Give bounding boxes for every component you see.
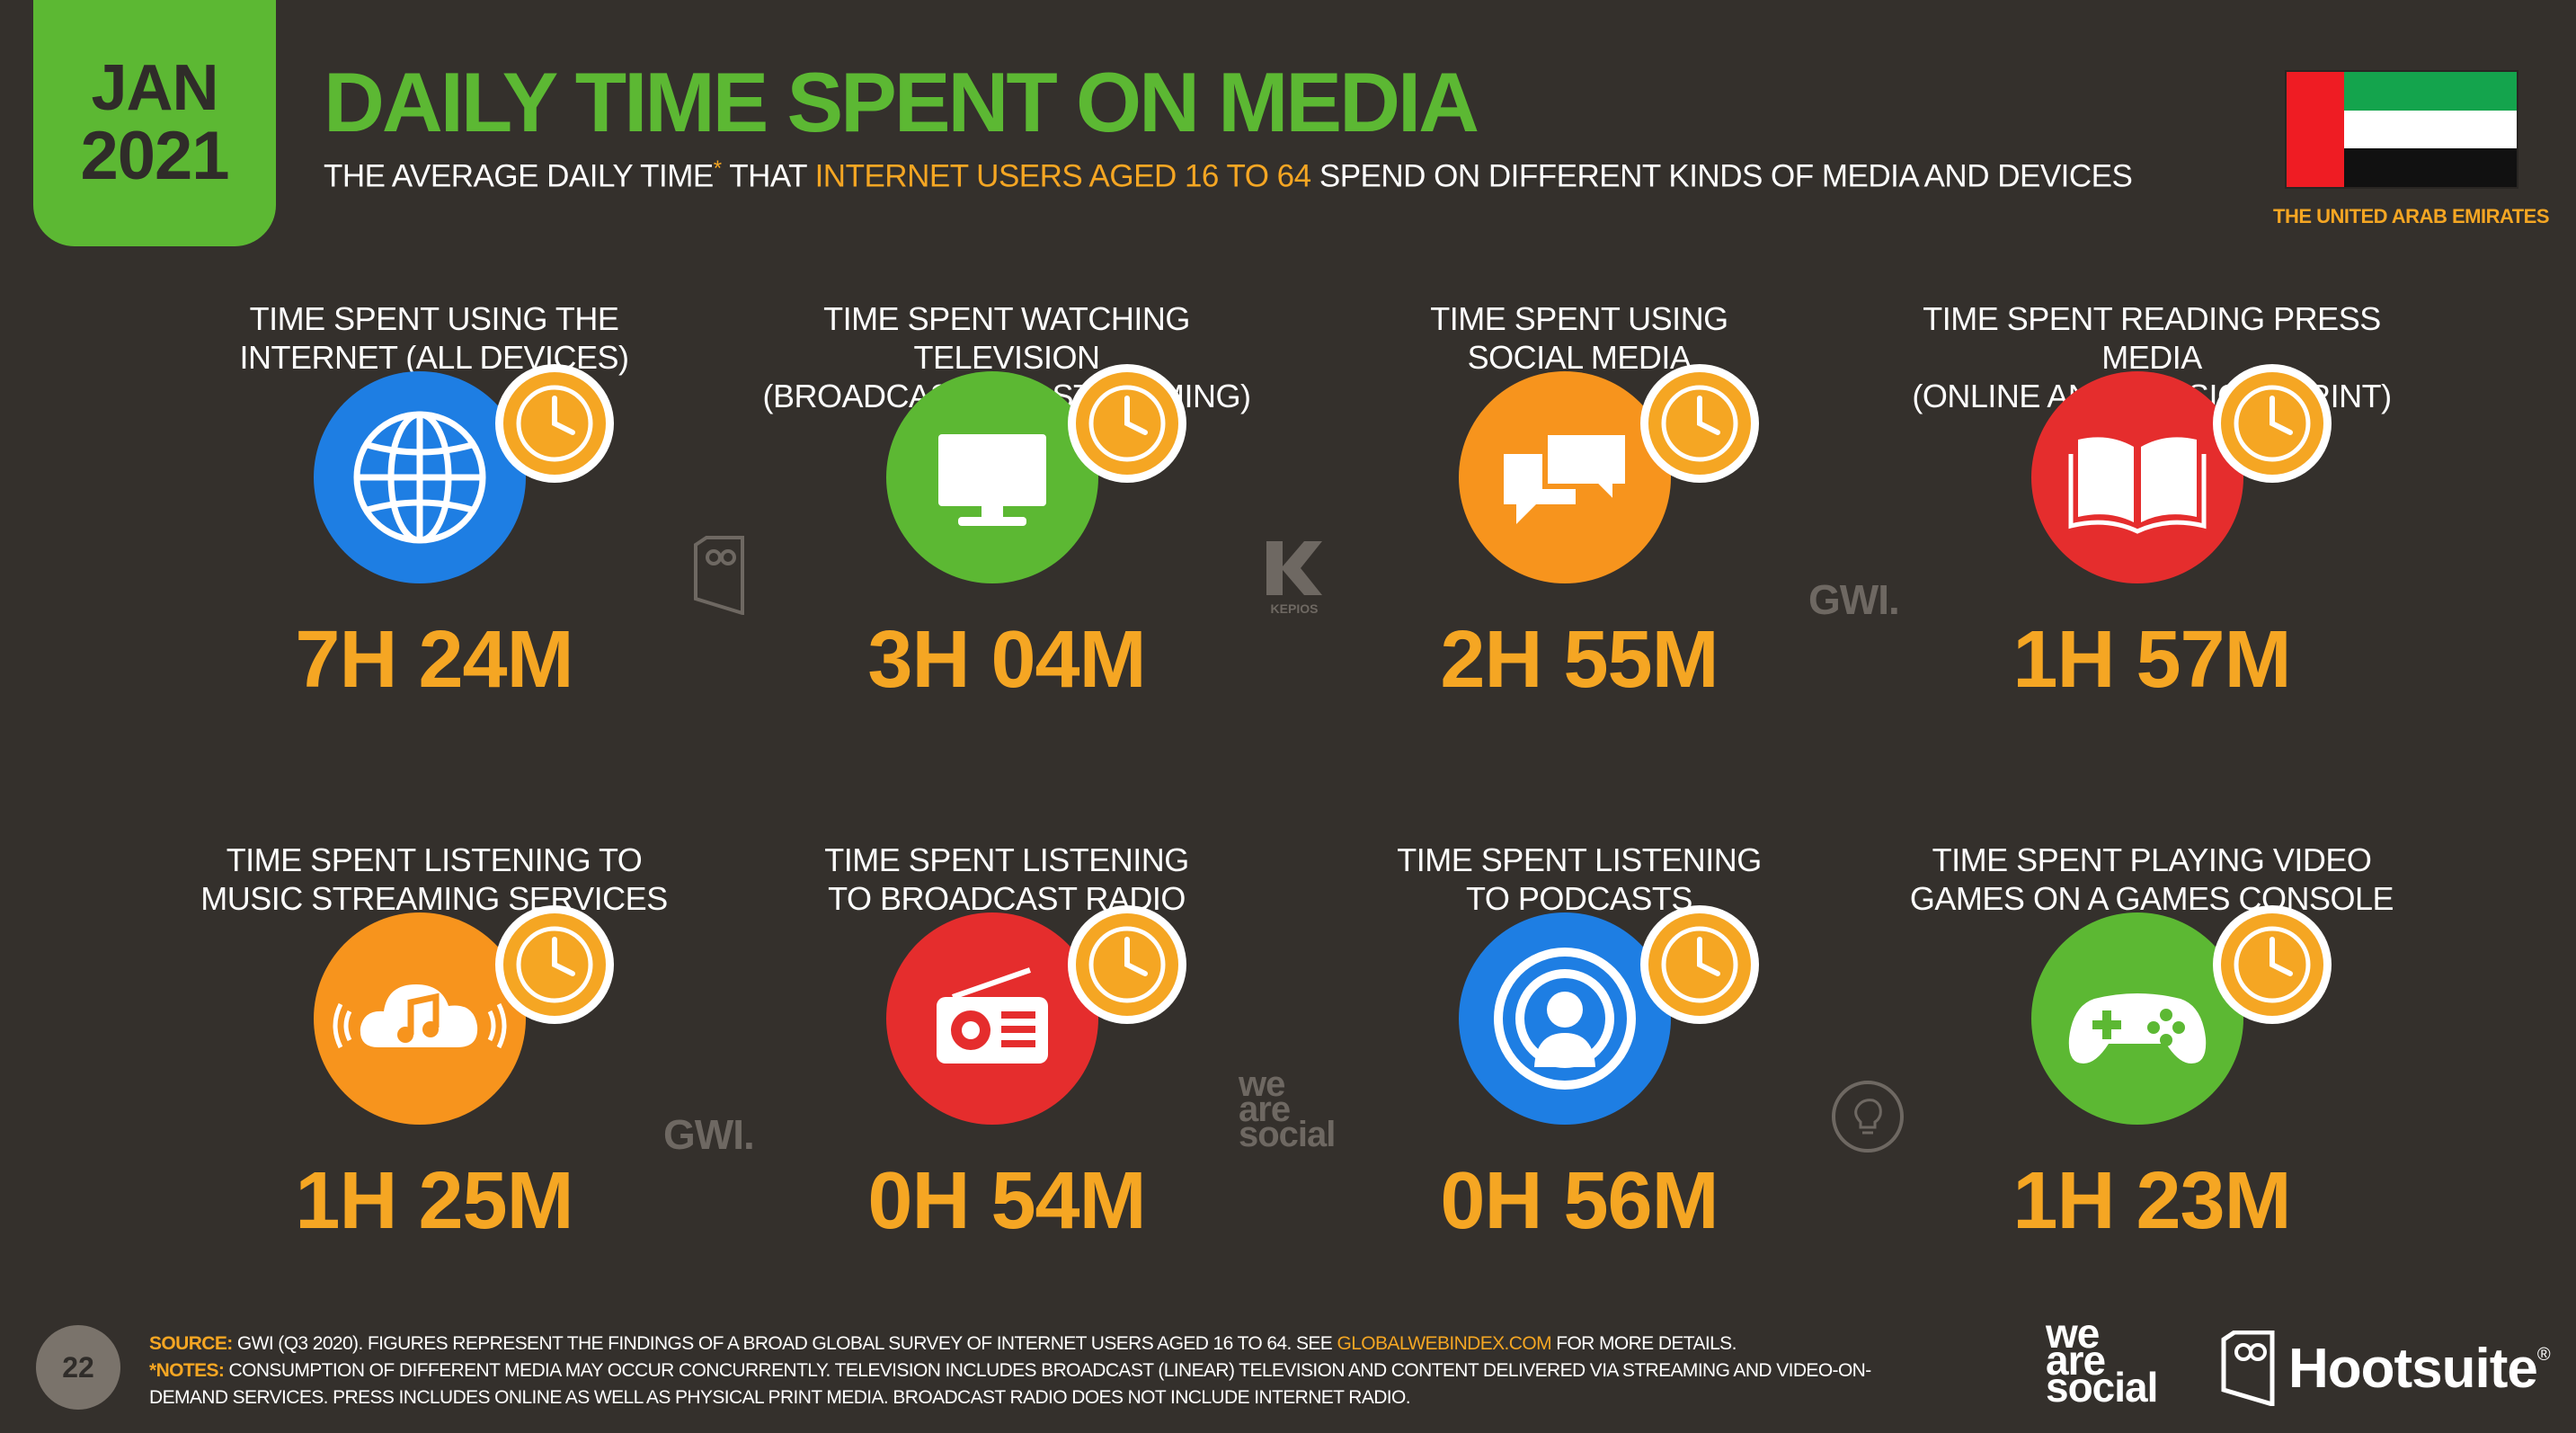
page-subtitle: THE AVERAGE DAILY TIME* THAT INTERNET US…: [324, 156, 2133, 195]
item-value: 2H 55M: [1440, 615, 1719, 705]
radio-icon: [886, 912, 1098, 1125]
subtitle-part2: THAT: [721, 158, 815, 194]
podcast-icon: [1459, 912, 1671, 1125]
book-icon: [2031, 371, 2243, 583]
clock-icon: [495, 364, 614, 483]
globe-icon: [314, 371, 526, 583]
item-label: TIME SPENT PLAYING VIDEO GAMES ON A GAMES…: [1909, 841, 2394, 917]
badge-year: 2021: [80, 117, 229, 194]
clock-icon: [1068, 905, 1186, 1024]
gwi-watermark-2: GWI.: [663, 1111, 755, 1158]
clock-icon: [2213, 364, 2332, 483]
television-icon: [886, 371, 1098, 583]
source-notes: SOURCE: GWI (Q3 2020). FIGURES REPRESENT…: [149, 1333, 1871, 1408]
hootsuite-owl-icon: [2221, 1331, 2275, 1406]
country-label: THE UNITED ARAB EMIRATES: [2273, 205, 2550, 227]
subtitle-star: *: [713, 156, 722, 181]
gamepad-icon: [2031, 912, 2243, 1125]
chat-bubbles-icon: [1459, 371, 1671, 583]
hootsuite-owl-watermark-icon: [694, 536, 744, 615]
subtitle-part3: SPEND ON DIFFERENT KINDS OF MEDIA AND DE…: [1310, 158, 2133, 194]
item-value: 1H 25M: [295, 1156, 573, 1246]
gwi-watermark: GWI.: [1808, 576, 1900, 623]
source-link[interactable]: GLOBALWEBINDEX.COM: [1337, 1333, 1551, 1354]
item-label: TIME SPENT USING THE INTERNET (ALL DEVICE…: [239, 300, 629, 376]
hootsuite-name: Hootsuite: [2288, 1337, 2538, 1400]
music-cloud-icon: [314, 912, 526, 1125]
item-label: TIME SPENT USING SOCIAL MEDIA: [1430, 300, 1728, 376]
item-value: 1H 23M: [2012, 1156, 2291, 1246]
kepios-logo-icon: [1266, 541, 1322, 595]
lightbulb-watermark-icon: [1832, 1081, 1904, 1153]
subtitle-part1: THE AVERAGE DAILY TIME: [324, 158, 714, 194]
clock-icon: [495, 905, 614, 1024]
clock-icon: [1640, 364, 1759, 483]
item-value: 3H 04M: [867, 615, 1146, 705]
page-title: DAILY TIME SPENT ON MEDIA: [324, 55, 1479, 149]
we-are-social-logo: we are social: [2046, 1310, 2158, 1411]
item-value: 0H 54M: [867, 1156, 1146, 1246]
hootsuite-logo: Hootsuite ®: [2220, 1331, 2551, 1406]
item-label: TIME SPENT LISTENING TO MUSIC STREAMING S…: [200, 841, 668, 917]
clock-icon: [1640, 905, 1759, 1024]
item-label: TIME SPENT LISTENING TO BROADCAST RADIO: [824, 841, 1189, 917]
date-badge: JAN 2021: [33, 0, 276, 246]
clock-icon: [2213, 905, 2332, 1024]
clock-icon: [1068, 364, 1186, 483]
item-label: TIME SPENT LISTENING TO PODCASTS: [1397, 841, 1762, 917]
item-value: 0H 56M: [1440, 1156, 1719, 1246]
badge-month: JAN: [91, 51, 218, 124]
kepios-watermark: KEPIOS: [1263, 539, 1326, 616]
subtitle-highlight: INTERNET USERS AGED 16 TO 64: [814, 158, 1312, 194]
item-value: 1H 57M: [2012, 615, 2291, 705]
page-number: 22: [36, 1325, 120, 1410]
item-value: 7H 24M: [295, 615, 573, 705]
uae-flag: [2287, 72, 2517, 187]
we-are-social-watermark: we are social: [1239, 1064, 1336, 1154]
